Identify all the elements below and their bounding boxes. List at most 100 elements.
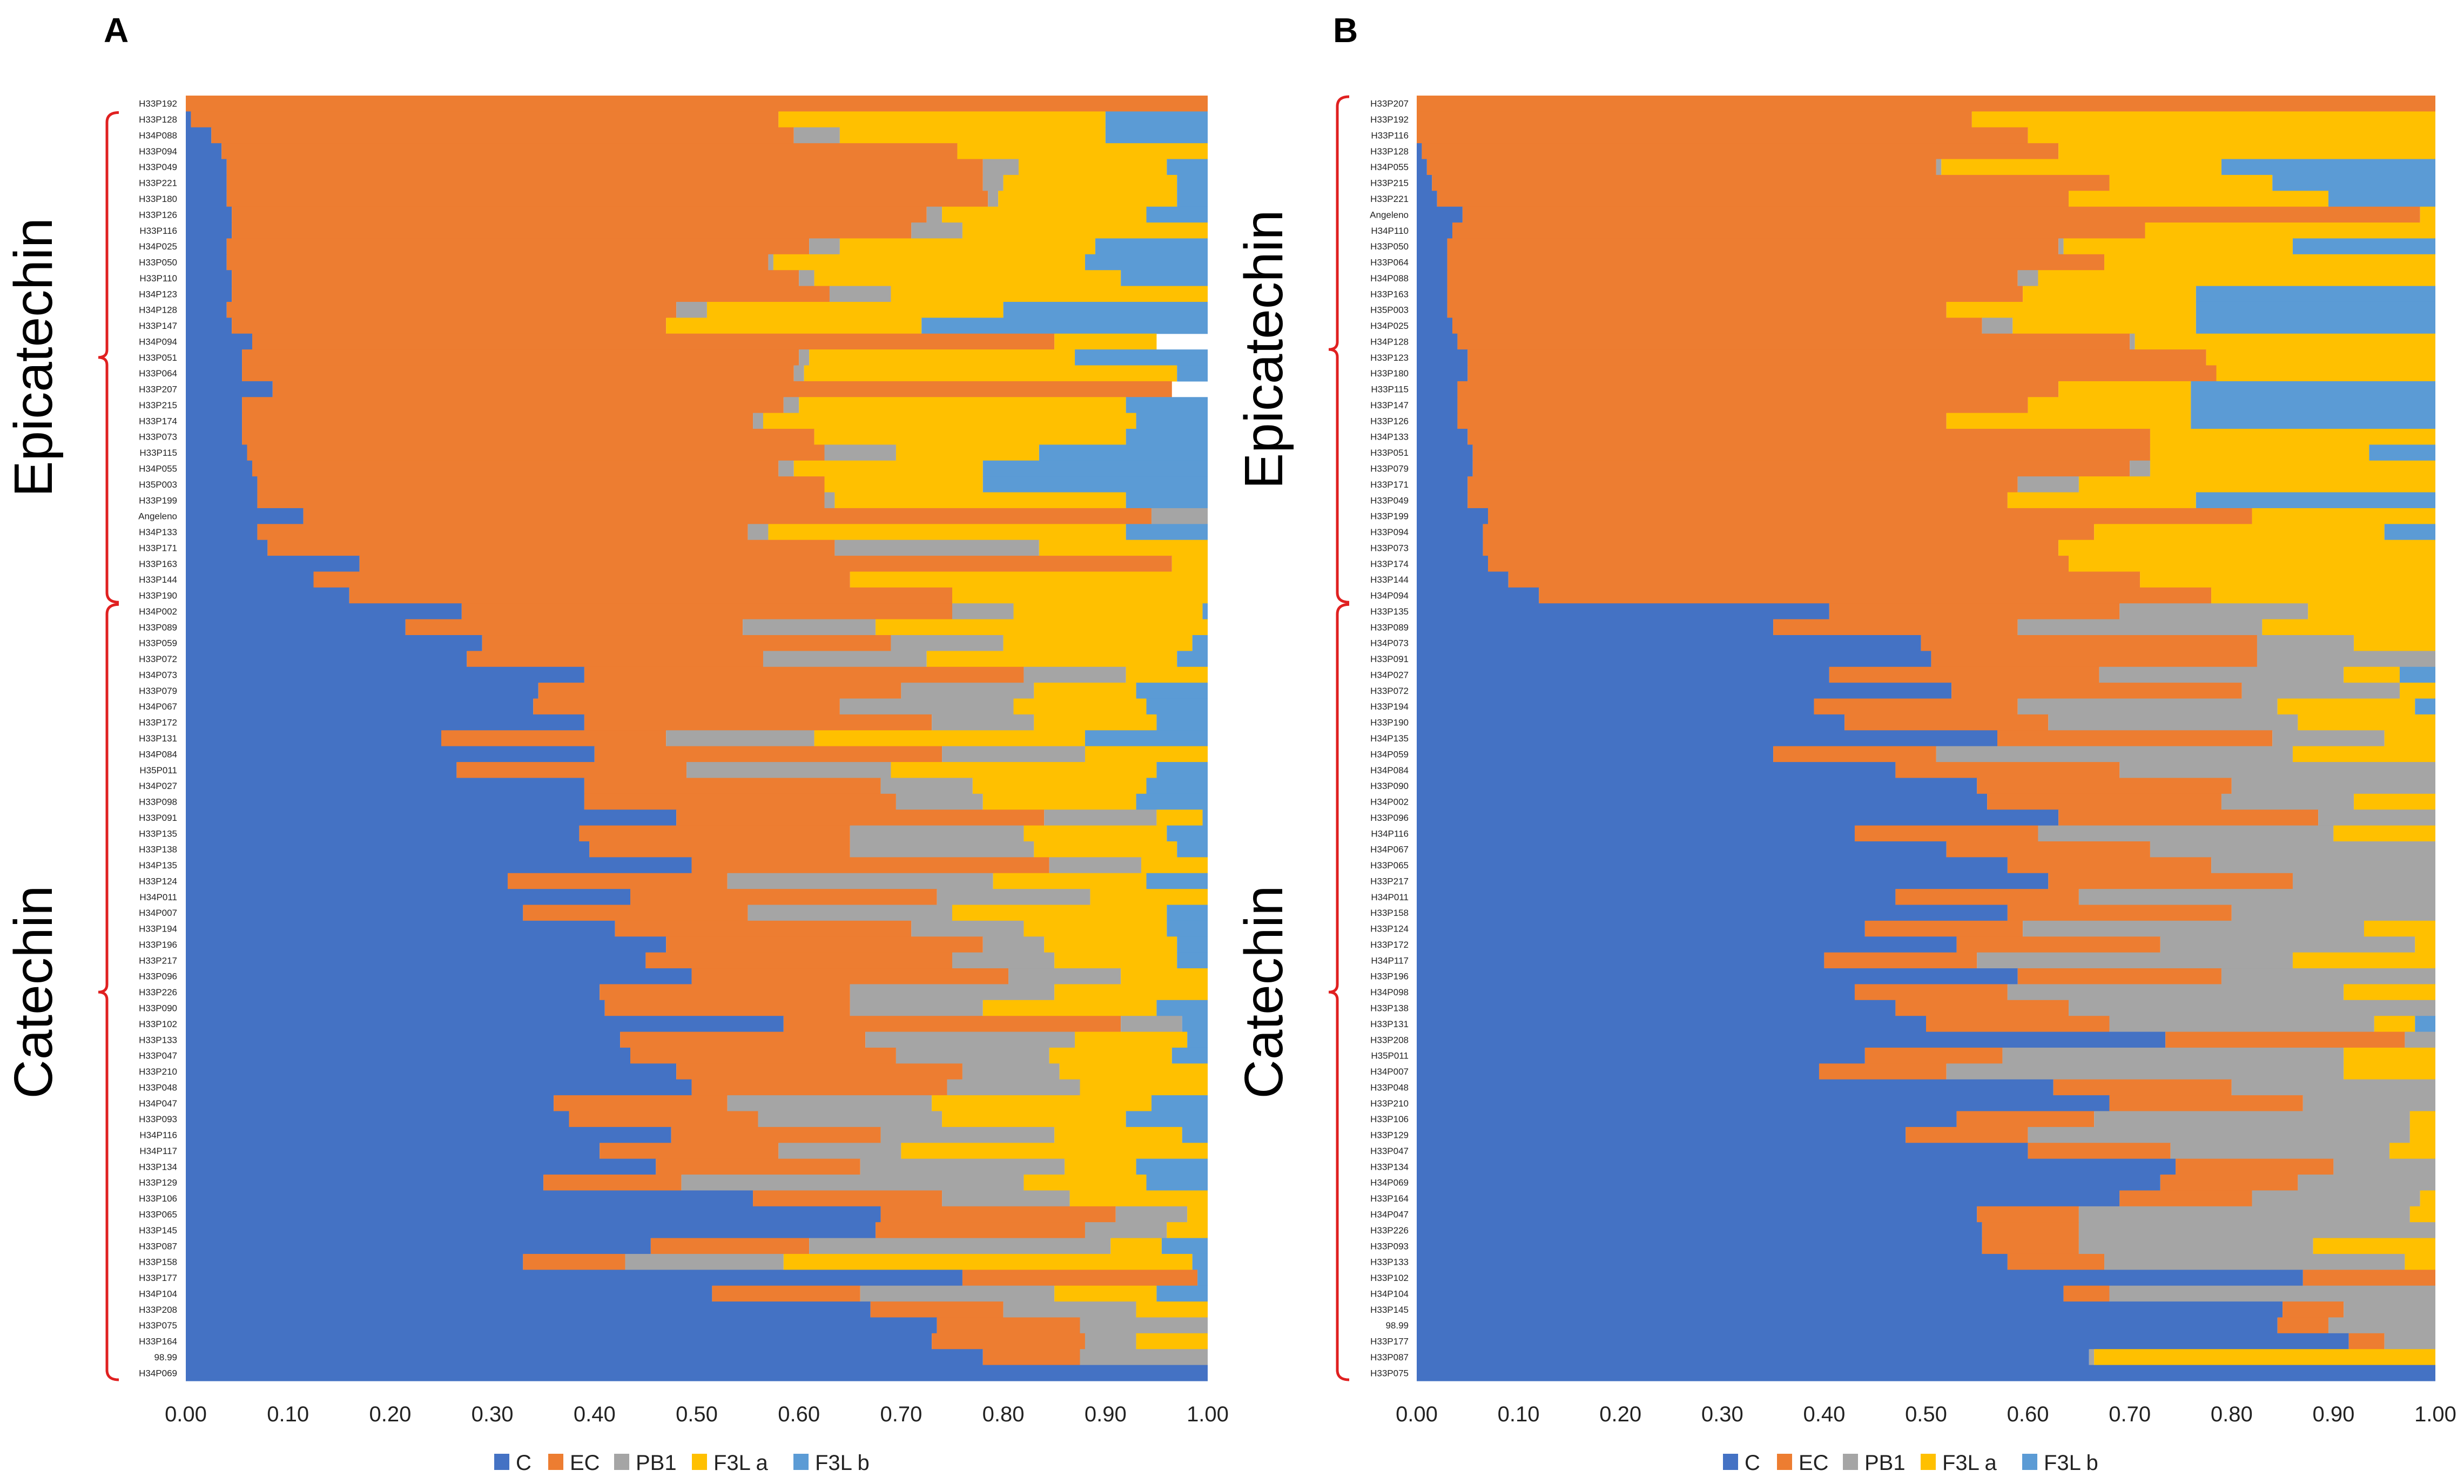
bar-segment-f3la — [1090, 889, 1208, 906]
bar-segment-ec — [579, 825, 850, 842]
bar-segment-pb1 — [743, 619, 876, 636]
bar-segment-ec — [1773, 619, 2018, 636]
row-label: H34P025 — [1370, 321, 1409, 331]
bar-segment-c — [186, 238, 227, 255]
bar-segment-ec — [1447, 238, 2059, 255]
row-label: H33P087 — [139, 1241, 177, 1251]
bar-segment-pb1 — [896, 793, 983, 810]
x-tick-label: 0.60 — [778, 1402, 820, 1426]
row-label: H34P133 — [1370, 432, 1409, 442]
bar-segment-pb1 — [676, 301, 707, 318]
bar-segment-c — [186, 143, 222, 160]
bar-segment-c — [1417, 920, 1865, 937]
row-label: H33P091 — [139, 813, 177, 823]
row-label: H33P079 — [139, 686, 177, 696]
bar-segment-c — [186, 1111, 569, 1128]
row-label: H33P096 — [1370, 813, 1409, 823]
bar-segment-f3lb — [1187, 1031, 1208, 1048]
bar-segment-pb1 — [1024, 666, 1126, 683]
row-label: H34P002 — [1370, 797, 1409, 807]
bar-segment-c — [1417, 1111, 1957, 1128]
bar-segment-c — [186, 174, 227, 191]
bar-segment-f3lb — [1177, 651, 1208, 667]
row-label: H33P051 — [139, 353, 177, 363]
bar-segment-pb1 — [2109, 1016, 2374, 1033]
bar-segment-ec — [349, 587, 952, 604]
row-label: H33P124 — [1370, 924, 1409, 934]
row-label: H33P072 — [139, 654, 177, 664]
row-label: H34P133 — [139, 527, 177, 537]
bar-segment-f3lb — [1192, 635, 1208, 651]
bar-segment-ec — [1829, 666, 2099, 683]
bar-segment-pb1 — [1121, 1016, 1182, 1033]
bar-segment-pb1 — [839, 698, 1014, 715]
row-label: H33P050 — [1370, 241, 1409, 252]
row-label: H34P007 — [1370, 1067, 1409, 1077]
bar-segment-f3la — [891, 286, 1208, 302]
bar-segment-pb1 — [2272, 730, 2385, 747]
bar-segment-f3la — [2094, 1349, 2435, 1366]
bar-segment-c — [186, 905, 523, 921]
bar-segment-f3lb — [1156, 714, 1208, 731]
bar-segment-c — [1417, 1349, 2089, 1366]
bar-segment-f3lb — [1146, 873, 1208, 889]
x-tick-label: 0.30 — [472, 1402, 514, 1426]
bar-segment-c — [186, 1047, 631, 1064]
bar-segment-f3la — [2140, 571, 2435, 588]
row-label: H33P048 — [139, 1082, 177, 1092]
row-label: H33P090 — [139, 1003, 177, 1014]
bar-segment-c — [1417, 1301, 2283, 1318]
bar-segment-c — [1417, 460, 1473, 477]
bar-segment-c — [1417, 1222, 1982, 1239]
bar-segment-c — [1417, 222, 1453, 239]
bar-segment-f3la — [1034, 714, 1157, 731]
bar-segment-c — [1417, 666, 1829, 683]
bar-segment-ec — [594, 746, 942, 763]
bar-segment-f3la — [839, 238, 1095, 255]
bar-segment-f3la — [1167, 1222, 1208, 1239]
bar-segment-ec — [1452, 318, 1982, 334]
bar-segment-f3la — [2405, 1253, 2435, 1270]
row-label: H34P027 — [139, 781, 177, 791]
bar-segment-ec — [226, 301, 677, 318]
row-label: H34P047 — [1370, 1209, 1409, 1219]
bar-segment-ec — [1457, 333, 2130, 350]
bar-segment-f3la — [850, 571, 1208, 588]
bar-segment-pb1 — [809, 1238, 1111, 1254]
bar-segment-ec — [1432, 174, 2110, 191]
row-label: H33P194 — [139, 924, 177, 934]
bar-segment-ec — [226, 238, 810, 255]
bar-segment-c — [186, 1000, 605, 1016]
bar-segment-c — [1417, 413, 1458, 429]
bar-segment-pb1 — [1080, 1317, 1208, 1334]
bar-segment-f3lb — [1126, 429, 1208, 446]
bar-segment-ec — [211, 127, 794, 144]
bar-segment-ec — [753, 1190, 942, 1207]
bar-segment-pb1 — [686, 762, 891, 779]
bar-segment-c — [186, 603, 462, 620]
row-label: H33P094 — [139, 146, 177, 157]
bar-segment-pb1 — [1115, 1206, 1188, 1223]
bar-segment-pb1 — [2231, 1079, 2435, 1096]
row-label: H33P208 — [139, 1305, 177, 1315]
bar-segment-pb1 — [865, 1031, 1075, 1048]
bar-segment-f3lb — [2191, 381, 2435, 397]
row-label: H33P174 — [1370, 559, 1409, 569]
row-label: H33P049 — [1370, 495, 1409, 505]
bar-segment-ec — [1483, 539, 2059, 556]
bar-segment-pb1 — [2094, 1111, 2410, 1128]
bar-segment-ec — [783, 1016, 1121, 1033]
bar-segment-f3la — [2409, 1206, 2435, 1223]
bar-segment-ec — [554, 1095, 728, 1112]
bar-segment-f3la — [952, 905, 1167, 921]
bar-segment-f3la — [2277, 698, 2415, 715]
bar-segment-ec — [876, 1222, 1085, 1239]
bar-segment-f3la — [1054, 333, 1157, 350]
bar-segment-f3lb — [1136, 683, 1208, 699]
bar-segment-f3la — [1049, 1047, 1172, 1064]
bar-segment-c — [1417, 810, 2059, 826]
bar-segment-f3lb — [1136, 413, 1208, 429]
row-label: H33P215 — [1370, 178, 1409, 188]
bar-segment-f3la — [2028, 127, 2435, 144]
bar-segment-c — [186, 492, 258, 509]
